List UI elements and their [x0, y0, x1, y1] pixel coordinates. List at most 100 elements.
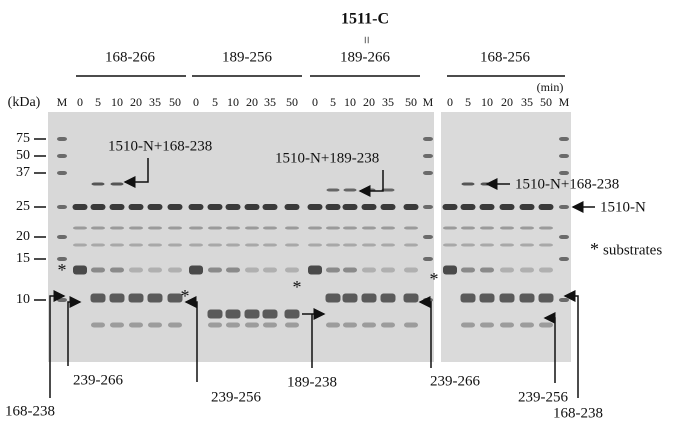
lane-label: 5: [465, 95, 471, 109]
fragment-label: 168-238: [5, 403, 55, 419]
gel-band: [308, 265, 322, 275]
gel-band: [325, 204, 341, 210]
lane-label: 0: [77, 95, 83, 109]
lane-label: 10: [111, 95, 123, 109]
lane-label: 0: [193, 95, 199, 109]
gel-band: [167, 293, 183, 303]
gel-band: [362, 243, 376, 247]
gel-band: [91, 226, 105, 230]
fragment-label: 239-266: [430, 373, 480, 389]
gel-band: [57, 205, 67, 209]
lane-label: M: [57, 95, 68, 109]
gel-band: [443, 265, 457, 275]
gel-band: [404, 267, 418, 273]
gel-band: [208, 243, 222, 247]
gel-band: [539, 243, 553, 247]
gel-band: [343, 188, 357, 192]
gel-band: [110, 182, 124, 186]
gel-band: [91, 182, 105, 186]
gel-band: [263, 267, 277, 273]
gel-band: [362, 267, 376, 273]
gel-band: [245, 322, 259, 328]
legend-star: *: [590, 239, 599, 259]
gel-band: [559, 171, 569, 175]
fragment-label: 239-266: [73, 372, 123, 388]
gel-band: [381, 226, 395, 230]
gel-band: [520, 267, 534, 273]
gel-band: [442, 204, 458, 210]
gel-band: [263, 322, 277, 328]
fragment-label: 168-238: [553, 405, 603, 421]
gel-band: [480, 267, 494, 273]
gel-band: [423, 154, 433, 158]
lane-label: 20: [130, 95, 142, 109]
gel-band: [380, 293, 396, 303]
substrate-star: *: [293, 277, 302, 297]
lane-label: 50: [286, 95, 298, 109]
gel-band: [57, 171, 67, 175]
gel-band: [404, 322, 418, 328]
gel-band: [148, 243, 162, 247]
group-label: 168-266: [105, 49, 155, 65]
gel-band: [57, 298, 67, 302]
marker-label: 20: [16, 229, 30, 244]
substrate-star: *: [58, 260, 67, 280]
lane-label: 20: [363, 95, 375, 109]
gel-band: [207, 309, 223, 319]
lane-label: 20: [246, 95, 258, 109]
gel-band: [343, 243, 357, 247]
fragment-label: 239-256: [518, 389, 568, 405]
band-label: 1510-N: [600, 199, 646, 215]
gel-band: [91, 322, 105, 328]
gel-band: [147, 293, 163, 303]
gel-band: [520, 243, 534, 247]
gel-band: [244, 204, 260, 210]
gel-band: [326, 226, 340, 230]
lane-label: 50: [540, 95, 552, 109]
gel-band: [91, 267, 105, 273]
lane-label: 20: [501, 95, 513, 109]
gel-band: [500, 226, 514, 230]
gel-band: [207, 204, 223, 210]
band-label: 1510-N+168-238: [515, 176, 619, 192]
gel-band: [263, 243, 277, 247]
lane-label: 0: [312, 95, 318, 109]
gel-band: [245, 243, 259, 247]
gel-band: [404, 243, 418, 247]
fragment-label: 189-238: [287, 374, 337, 390]
gel-band: [148, 267, 162, 273]
gel-band: [325, 293, 341, 303]
gel-band: [262, 204, 278, 210]
lane-label: 5: [212, 95, 218, 109]
gel-band: [326, 243, 340, 247]
gel-band: [208, 226, 222, 230]
substrate-star: *: [430, 269, 439, 289]
marker-label: 15: [16, 251, 30, 266]
left-gel: [48, 112, 434, 362]
gel-band: [343, 267, 357, 273]
gel-band: [73, 226, 87, 230]
gel-band: [90, 204, 106, 210]
gel-band: [559, 137, 569, 141]
gel-band: [110, 267, 124, 273]
gel-band: [460, 293, 476, 303]
lane-label: 35: [521, 95, 533, 109]
lane-label: 35: [149, 95, 161, 109]
gel-band: [208, 322, 222, 328]
gel-band: [262, 309, 278, 319]
gel-band: [559, 298, 569, 302]
group-label: 189-256: [222, 49, 272, 65]
fragment-pointers: [49, 290, 579, 398]
lane-label: 5: [95, 95, 101, 109]
gel-band: [480, 226, 494, 230]
gel-band: [342, 293, 358, 303]
marker-label: 25: [16, 199, 30, 214]
marker-label: 37: [16, 165, 30, 180]
gel-band: [285, 267, 299, 273]
gel-band: [110, 243, 124, 247]
gel-band: [284, 204, 300, 210]
gel-band: [57, 154, 67, 158]
gel-band: [423, 257, 433, 261]
gel-band: [539, 267, 553, 273]
gel-band: [326, 188, 340, 192]
